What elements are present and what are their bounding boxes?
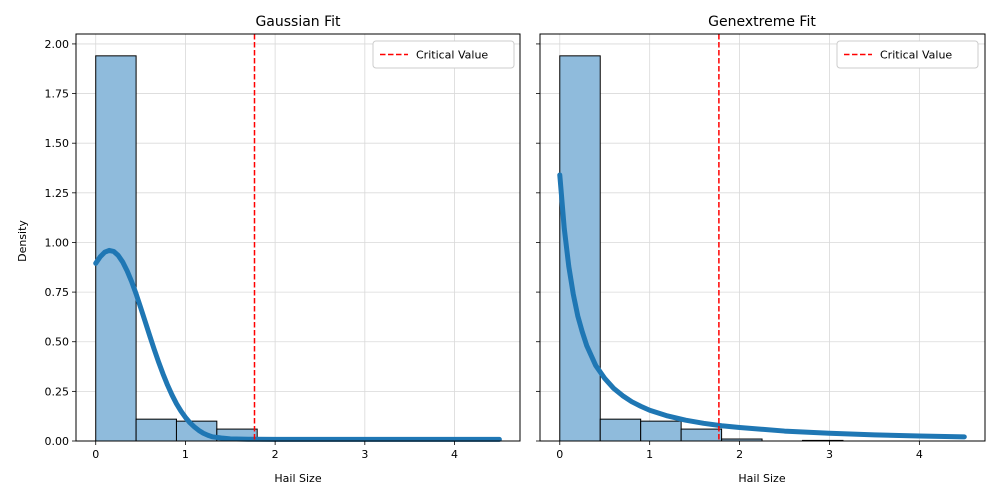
x-axis-ticks: 0 1 2 3 4 bbox=[92, 441, 458, 461]
y-axis-ticks: 0.00 0.25 0.50 0.75 1.00 1.25 1.50 1.75 2.00 bbox=[45, 38, 76, 448]
y-tick-label: 2.00 bbox=[45, 38, 70, 51]
y-tick-label: 1.25 bbox=[45, 187, 70, 200]
axes-frame bbox=[539, 33, 986, 442]
legend-critical-value-label: Critical Value bbox=[880, 49, 952, 62]
y-tick-label: 0.75 bbox=[45, 286, 70, 299]
y-tick-label: 0.25 bbox=[45, 385, 70, 398]
axes-frame bbox=[75, 33, 521, 442]
x-tick-label: 4 bbox=[451, 448, 458, 461]
legend-box bbox=[836, 40, 979, 69]
histogram-bar bbox=[680, 428, 723, 442]
histogram-bar bbox=[135, 418, 177, 442]
x-tick-label: 0 bbox=[556, 448, 563, 461]
x-tick-label: 4 bbox=[916, 448, 923, 461]
chart-title: Gaussian Fit bbox=[255, 14, 341, 30]
histogram-bar bbox=[599, 418, 642, 442]
gaussian-fit-panel: Gaussian Fit 0 1 2 3 4 0.00 0.25 0.50 0.75 1.00 1… bbox=[16, 14, 521, 485]
x-tick-label: 1 bbox=[646, 448, 653, 461]
genextreme-fit-panel: Genextreme Fit 0 1 2 3 4 Hail Size Critical … bbox=[536, 14, 986, 485]
legend: Critical Value bbox=[836, 40, 979, 69]
x-tick-label: 2 bbox=[272, 448, 279, 461]
x-tick-label: 0 bbox=[92, 448, 99, 461]
y-tick-label: 1.00 bbox=[45, 236, 70, 249]
histogram-bar bbox=[95, 55, 137, 442]
y-tick-label: 1.75 bbox=[45, 88, 70, 101]
fit-curve-line bbox=[557, 172, 967, 440]
legend-box bbox=[372, 40, 515, 69]
fit-curve bbox=[93, 247, 502, 442]
chart-title: Genextreme Fit bbox=[708, 14, 816, 30]
histogram-bar bbox=[640, 420, 682, 442]
x-axis-label: Hail Size bbox=[738, 472, 785, 485]
y-tick-label: 0.00 bbox=[45, 435, 70, 448]
y-axis-ticks bbox=[536, 43, 540, 442]
x-axis-label: Hail Size bbox=[274, 472, 321, 485]
x-tick-label: 1 bbox=[182, 448, 189, 461]
x-tick-label: 3 bbox=[361, 448, 368, 461]
legend-critical-value-label: Critical Value bbox=[416, 49, 488, 62]
y-tick-label: 1.50 bbox=[45, 137, 70, 150]
x-tick-label: 2 bbox=[736, 448, 743, 461]
x-tick-label: 3 bbox=[826, 448, 833, 461]
legend: Critical Value bbox=[372, 40, 515, 69]
grid bbox=[540, 34, 985, 442]
y-tick-label: 0.50 bbox=[45, 336, 70, 349]
fit-curve-line bbox=[93, 247, 502, 442]
fit-curve bbox=[557, 172, 967, 440]
x-axis-ticks: 0 1 2 3 4 bbox=[556, 441, 923, 461]
y-axis-label: Density bbox=[16, 220, 29, 262]
